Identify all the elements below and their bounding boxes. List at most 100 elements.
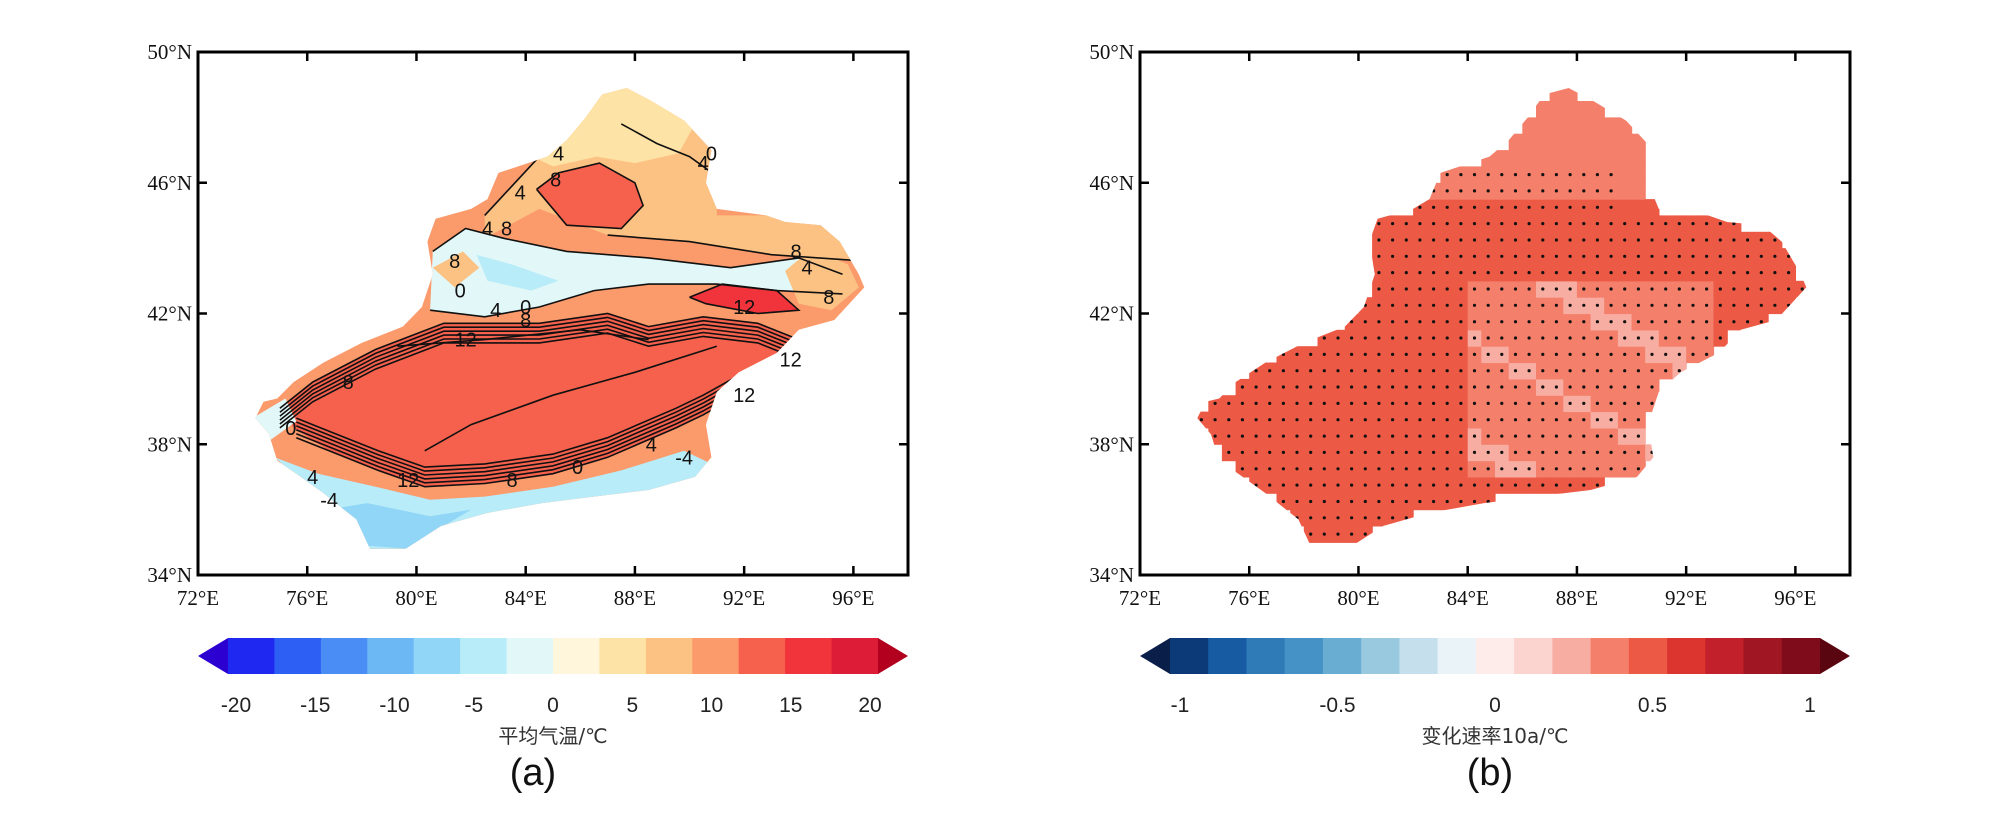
panel-a-colorbar-swatch bbox=[645, 638, 693, 674]
significance-dot bbox=[1623, 352, 1627, 356]
panel-b-colorbar-arrow-high bbox=[1820, 638, 1850, 674]
significance-dot bbox=[1554, 254, 1558, 258]
significance-dot bbox=[1568, 450, 1572, 454]
trend-grid-cell bbox=[1604, 150, 1619, 167]
significance-dot bbox=[1609, 271, 1613, 275]
trend-grid-cell bbox=[1617, 199, 1633, 216]
significance-dot bbox=[1541, 287, 1545, 291]
contour-line-altai bbox=[620, 123, 718, 177]
significance-dot bbox=[1418, 222, 1422, 226]
significance-dot bbox=[1527, 369, 1531, 373]
significance-dot bbox=[1513, 287, 1518, 291]
panel-a-colorbar-tick-label: 10 bbox=[700, 694, 723, 717]
significance-dot bbox=[1705, 303, 1709, 307]
significance-dot bbox=[1350, 434, 1354, 438]
significance-dot bbox=[1568, 483, 1572, 487]
panel-b-x-tick-label: 84°E bbox=[1447, 586, 1489, 610]
trend-grid-cell bbox=[1508, 133, 1523, 151]
significance-dot bbox=[1404, 434, 1408, 438]
panel-a-colorbar-swatch bbox=[506, 638, 554, 674]
significance-dot bbox=[1404, 385, 1408, 389]
significance-dot bbox=[1664, 287, 1668, 291]
significance-dot bbox=[1705, 352, 1709, 356]
significance-dot bbox=[1541, 450, 1545, 454]
significance-dot bbox=[1513, 238, 1518, 242]
significance-dot bbox=[1486, 369, 1490, 373]
significance-dot bbox=[1500, 303, 1504, 307]
significance-dot bbox=[1432, 467, 1436, 471]
significance-dot bbox=[1773, 303, 1777, 307]
significance-dot bbox=[1595, 189, 1599, 193]
significance-dot bbox=[1636, 254, 1640, 258]
significance-dot bbox=[1541, 222, 1545, 226]
significance-dot bbox=[1595, 173, 1599, 177]
significance-dot bbox=[1418, 467, 1422, 471]
significance-dot bbox=[1418, 418, 1422, 422]
significance-dot bbox=[1554, 434, 1558, 438]
trend-grid-cell bbox=[1549, 117, 1564, 135]
significance-dot bbox=[1609, 467, 1613, 471]
temp-band-tianshan-colder bbox=[476, 254, 559, 291]
significance-dot bbox=[1582, 483, 1586, 487]
significance-dot bbox=[1418, 303, 1422, 307]
significance-dot bbox=[1322, 401, 1326, 405]
significance-dot bbox=[1459, 352, 1463, 356]
significance-dot bbox=[1391, 450, 1395, 454]
significance-dot bbox=[1664, 303, 1668, 307]
significance-dot bbox=[1432, 189, 1436, 193]
significance-dot bbox=[1377, 238, 1381, 242]
significance-dot bbox=[1582, 385, 1586, 389]
significance-dot bbox=[1350, 532, 1354, 536]
panel-b-colorbar-swatch bbox=[1514, 638, 1553, 674]
trend-grid-cell bbox=[1563, 88, 1578, 102]
significance-dot bbox=[1500, 271, 1504, 275]
significance-dot bbox=[1281, 499, 1285, 504]
significance-dot bbox=[1705, 222, 1709, 226]
significance-dot bbox=[1404, 238, 1408, 242]
significance-dot bbox=[1513, 205, 1518, 209]
significance-dot bbox=[1418, 385, 1422, 389]
panel-b-colorbar-swatch bbox=[1170, 638, 1209, 674]
significance-dot bbox=[1240, 467, 1244, 471]
significance-dot bbox=[1445, 173, 1449, 177]
significance-dot bbox=[1391, 222, 1395, 226]
significance-dot bbox=[1432, 385, 1436, 389]
panel-b-x-tick-label: 92°E bbox=[1665, 586, 1707, 610]
significance-dot bbox=[1404, 418, 1408, 422]
significance-dot bbox=[1541, 271, 1545, 275]
significance-dot bbox=[1240, 418, 1244, 422]
significance-dot bbox=[1527, 222, 1531, 226]
significance-dot bbox=[1309, 516, 1313, 520]
panel-a-colorbar-tick-label: -20 bbox=[221, 694, 251, 717]
significance-dot bbox=[1691, 336, 1695, 340]
significance-dot bbox=[1268, 418, 1272, 422]
significance-dot bbox=[1650, 287, 1654, 291]
significance-dot bbox=[1609, 189, 1613, 193]
panel-a-colorbar-swatch bbox=[738, 638, 786, 674]
significance-dot bbox=[1582, 254, 1586, 258]
significance-dot bbox=[1418, 450, 1422, 454]
significance-dot bbox=[1418, 352, 1422, 356]
contour-label: 4 bbox=[801, 258, 812, 280]
significance-dot bbox=[1500, 173, 1504, 177]
significance-dot bbox=[1773, 238, 1777, 242]
significance-dot bbox=[1623, 254, 1627, 258]
significance-dot bbox=[1595, 467, 1599, 471]
contour-label: 4 bbox=[490, 300, 501, 322]
significance-dot bbox=[1459, 467, 1463, 471]
significance-dot bbox=[1336, 352, 1340, 356]
significance-dot bbox=[1268, 483, 1272, 487]
panel-b-y-tick-label: 50°N bbox=[1089, 40, 1134, 64]
contour-label: 4 bbox=[553, 143, 564, 165]
trend-grid-cell bbox=[1563, 117, 1578, 135]
significance-dot bbox=[1363, 369, 1367, 373]
significance-dot bbox=[1377, 336, 1381, 340]
significance-dot bbox=[1568, 287, 1572, 291]
significance-dot bbox=[1472, 434, 1477, 438]
significance-dot bbox=[1295, 385, 1299, 389]
significance-dot bbox=[1773, 254, 1777, 258]
panel-a-x-tick-label: 96°E bbox=[832, 586, 874, 610]
contour-line-south-tarim bbox=[296, 371, 745, 468]
significance-dot bbox=[1404, 499, 1408, 504]
significance-dot bbox=[1595, 287, 1599, 291]
